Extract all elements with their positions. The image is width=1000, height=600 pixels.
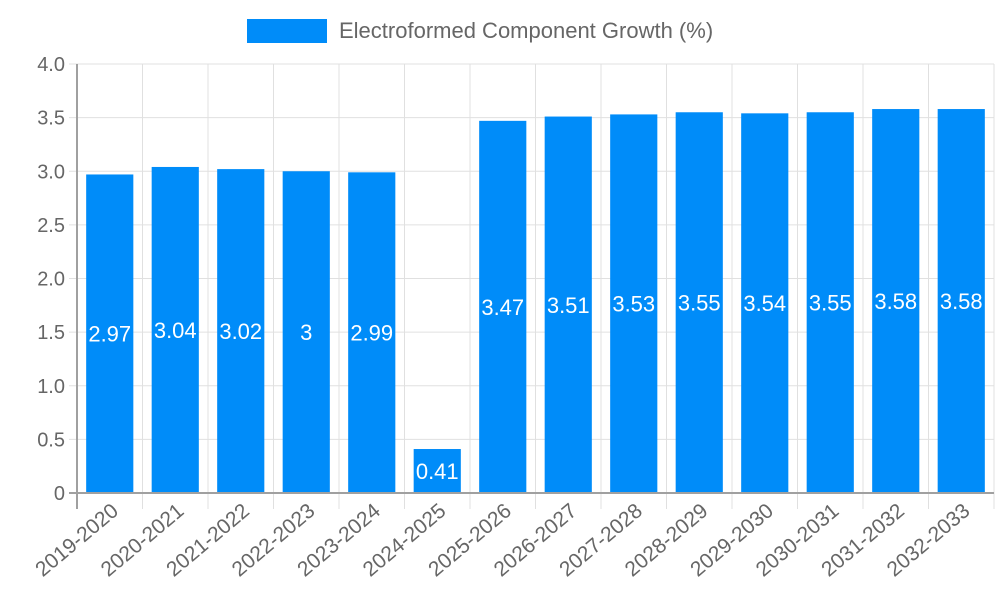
bar[interactable]: [217, 169, 265, 494]
y-tick-label: 0: [54, 483, 65, 505]
y-tick-label: 1.5: [37, 322, 65, 344]
y-tick-label: 2.5: [37, 215, 65, 237]
bar-value-label: 3.55: [809, 291, 852, 316]
y-tick-label: 3.5: [37, 108, 65, 130]
bar[interactable]: [282, 171, 330, 493]
bar-value-label: 2.97: [88, 322, 131, 347]
bar[interactable]: [348, 172, 396, 493]
bar-value-label: 3.04: [154, 318, 197, 343]
y-tick-label: 1.0: [37, 376, 65, 398]
grid-lines: [69, 63, 995, 509]
bar[interactable]: [544, 116, 592, 494]
bar[interactable]: [937, 109, 985, 494]
bar[interactable]: [675, 112, 723, 493]
bar[interactable]: [872, 109, 920, 494]
bar-value-label: 3: [300, 320, 312, 345]
bar-value-label: 3.55: [678, 291, 721, 316]
legend-label: Electroformed Component Growth (%): [339, 18, 714, 43]
bar-value-label: 3.54: [743, 291, 786, 316]
bar[interactable]: [806, 112, 854, 493]
bar[interactable]: [479, 120, 527, 493]
y-tick-label: 0.5: [37, 429, 65, 451]
bar-value-label: 3.02: [219, 319, 262, 344]
chart-legend: Electroformed Component Growth (%): [247, 18, 713, 44]
x-axis-ticks: 2019-20202020-20212021-20222022-20232023…: [31, 499, 974, 581]
bar-value-label: 3.58: [940, 289, 983, 314]
y-tick-label: 4.0: [37, 54, 65, 76]
bars: [86, 109, 985, 494]
bar[interactable]: [610, 114, 658, 493]
bar[interactable]: [151, 166, 199, 493]
bar[interactable]: [741, 113, 789, 494]
data-labels: 2.97 3.04 3.02 3 2.99 0.41 3.47 3.51 3.53 3.55 3.5…: [88, 289, 982, 484]
bar[interactable]: [413, 449, 461, 493]
bar-value-label: 3.51: [547, 293, 590, 318]
y-axis-ticks: 0 0.5 1.0 1.5 2.0 2.5 3.0 3.5 4.0: [37, 54, 65, 505]
axes: [69, 64, 994, 509]
y-tick-label: 2.0: [37, 269, 65, 291]
bar-value-label: 3.47: [481, 295, 524, 320]
bar[interactable]: [86, 174, 134, 493]
bar-value-label: 0.41: [416, 459, 459, 484]
bar-value-label: 3.58: [874, 289, 917, 314]
legend-swatch[interactable]: [247, 19, 327, 43]
bar-value-label: 3.53: [612, 292, 655, 317]
bar-value-label: 2.99: [350, 321, 393, 346]
y-tick-label: 3.0: [37, 161, 65, 183]
